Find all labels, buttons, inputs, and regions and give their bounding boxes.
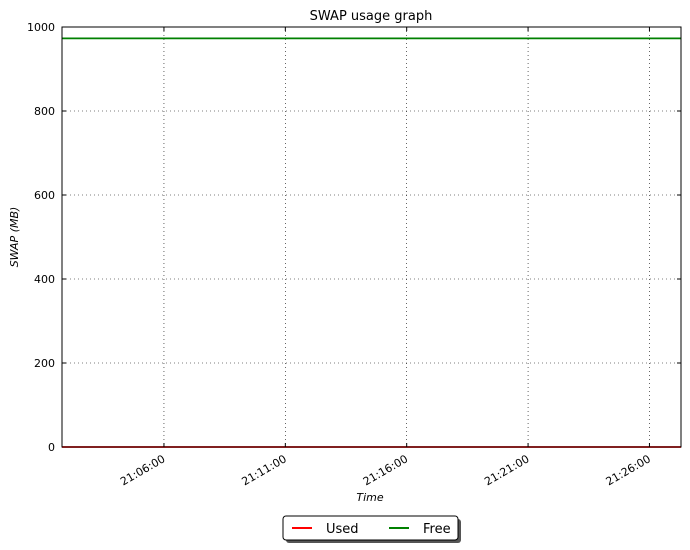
legend-box: [282, 515, 459, 541]
legend: Used Free: [282, 515, 461, 543]
y-ticks: 0 200 400 600 800 1000: [27, 21, 681, 454]
legend-label-free: Free: [423, 522, 451, 537]
y-tick-label: 400: [34, 273, 55, 286]
legend-items: Used Free: [292, 522, 451, 537]
legend-label-used: Used: [326, 522, 359, 537]
y-axis-label: SWAP (MB): [8, 207, 21, 268]
y-tick-label: 800: [34, 105, 55, 118]
x-tick-label: 21:21:00: [482, 452, 531, 488]
x-tick-label: 21:11:00: [240, 452, 289, 488]
plot-frame: [61, 26, 682, 448]
y-tick-label: 1000: [27, 21, 55, 34]
x-axis-label: Time: [356, 491, 383, 504]
x-tick-label: 21:26:00: [604, 452, 653, 488]
y-tick-label: 600: [34, 189, 55, 202]
x-tick-label: 21:16:00: [361, 452, 410, 488]
y-tick-label: 200: [34, 357, 55, 370]
x-tick-label: 21:06:00: [118, 452, 167, 488]
plot-area: [62, 27, 681, 447]
y-tick-label: 0: [48, 441, 55, 454]
chart-title: SWAP usage graph: [310, 9, 433, 24]
